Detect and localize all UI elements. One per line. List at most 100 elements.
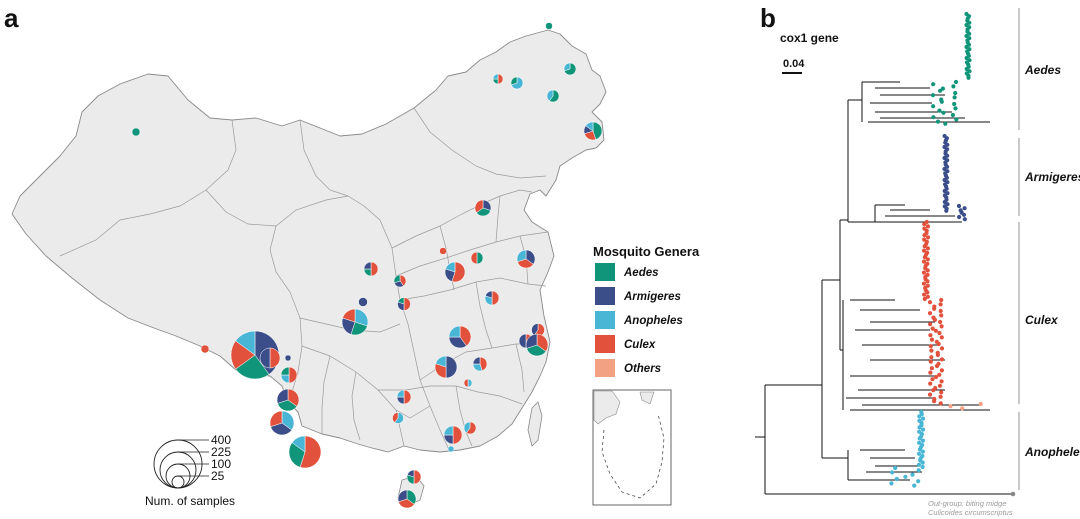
- sample-pie: [472, 356, 488, 372]
- pie-slice-anopheles: [492, 73, 499, 80]
- tip-culex: [922, 222, 927, 227]
- legend-title: Mosquito Genera: [593, 244, 700, 259]
- inset-landmass: [639, 391, 655, 405]
- tip-anopheles: [910, 472, 915, 477]
- tip-armigeres: [962, 206, 967, 211]
- south-china-sea-inset: [592, 389, 672, 506]
- sample-pie: [474, 199, 492, 217]
- sample-pie: [396, 389, 412, 405]
- tip-culex: [921, 259, 927, 264]
- tip-aedes: [952, 101, 957, 107]
- tip-anopheles: [893, 465, 898, 471]
- legend-swatch-aedes: [595, 263, 615, 281]
- tip-aedes: [954, 117, 959, 122]
- size-circle-25: [171, 475, 185, 489]
- tip-culex: [927, 311, 933, 316]
- tip-culex: [934, 374, 939, 380]
- legend-swatch-culex: [595, 335, 615, 353]
- tip-culex: [939, 324, 944, 329]
- sample-pie: [470, 251, 484, 265]
- pie-slice-armigeres: [358, 297, 368, 307]
- clade-label-culex: Culex: [1025, 313, 1059, 327]
- sample-pie: [276, 388, 300, 412]
- sample-pie: [397, 489, 417, 509]
- legend-swatch-others: [595, 359, 615, 377]
- outgroup-label-1: Out-group: biting midge: [928, 499, 1006, 508]
- tip-culex: [939, 390, 944, 395]
- outgroup-label-2: Culicoides circumscriptus: [928, 508, 1013, 517]
- pie-slice-culex: [370, 261, 379, 277]
- pie-slice-anopheles: [516, 249, 527, 263]
- tip-anopheles: [920, 438, 926, 443]
- pie-slice-culex: [470, 251, 478, 265]
- tip-culex: [925, 294, 931, 299]
- sample-pie: [392, 412, 404, 424]
- tip-culex: [932, 317, 938, 322]
- phylogenetic-tree: [755, 81, 1013, 495]
- clade-label-armigeres: Armigeres: [1024, 170, 1080, 184]
- tip-anopheles: [917, 436, 922, 441]
- sample-pie: [545, 22, 553, 30]
- pie-slice-culex: [474, 199, 484, 214]
- pie-slice-anopheles: [463, 421, 471, 434]
- pie-slice-aedes: [277, 399, 298, 412]
- pie-slice-armigeres: [472, 356, 481, 365]
- pie-slice-armigeres: [407, 469, 415, 478]
- pie-slice-aedes: [131, 127, 141, 137]
- tip-culex: [927, 392, 933, 397]
- tip-culex: [925, 268, 930, 273]
- panel-b-label: b: [760, 3, 776, 33]
- sample-pie: [516, 249, 536, 269]
- tip-armigeres: [956, 203, 962, 209]
- tip-aedes: [930, 93, 936, 98]
- sample-pie: [131, 127, 141, 137]
- china-map: [11, 22, 607, 509]
- tip-culex: [925, 290, 930, 295]
- tip-culex: [937, 383, 943, 388]
- tip-anopheles: [916, 468, 921, 473]
- tip-culex: [939, 346, 945, 351]
- size-circle-225: [159, 451, 197, 489]
- clade-label-anopheles: Anopheles: [1024, 445, 1080, 459]
- pie-slice-aedes: [476, 251, 484, 265]
- pie-slice-armigeres: [445, 355, 458, 379]
- sample-pie: [284, 354, 292, 362]
- pie-slice-anopheles: [291, 435, 306, 453]
- pie-slice-culex: [536, 333, 549, 352]
- size-legend-title: Num. of samples: [145, 494, 235, 508]
- tip-culex: [939, 357, 945, 362]
- tip-aedes: [953, 90, 958, 96]
- china-map-outline: [11, 29, 607, 453]
- tip-anopheles: [889, 481, 894, 486]
- sample-pie: [363, 261, 379, 277]
- legend-label-armigeres: Armigeres: [623, 291, 681, 303]
- sample-pie: [463, 421, 477, 435]
- pie-slice-aedes: [526, 344, 547, 357]
- pie-slice-aedes: [397, 297, 405, 305]
- pie-slice-aedes: [235, 354, 270, 380]
- pie-slice-culex: [459, 325, 472, 347]
- tip-aedes: [941, 110, 946, 115]
- tip-culex: [925, 246, 931, 251]
- pie-slice-aedes: [545, 22, 553, 30]
- sample-pie: [448, 325, 472, 349]
- panel-a-label: a: [4, 3, 19, 33]
- tip-culex: [925, 224, 931, 229]
- pie-slice-culex: [299, 435, 322, 469]
- tip-anopheles: [916, 462, 922, 467]
- tip-armigeres: [957, 214, 962, 220]
- tip-culex: [931, 388, 936, 393]
- tip-culex: [925, 279, 930, 284]
- tip-culex: [929, 355, 934, 360]
- pie-slice-culex: [463, 378, 469, 388]
- size-label-225: 225: [211, 445, 231, 459]
- tip-aedes: [931, 115, 936, 120]
- pie-slice-aedes: [510, 76, 518, 86]
- pie-slice-culex: [269, 410, 283, 428]
- tip-culex: [928, 344, 933, 349]
- pie-slice-anopheles: [235, 330, 256, 356]
- tip-anopheles: [890, 470, 895, 475]
- pie-slice-aedes: [280, 366, 290, 376]
- tip-culex: [922, 292, 927, 297]
- tip-culex: [928, 322, 933, 327]
